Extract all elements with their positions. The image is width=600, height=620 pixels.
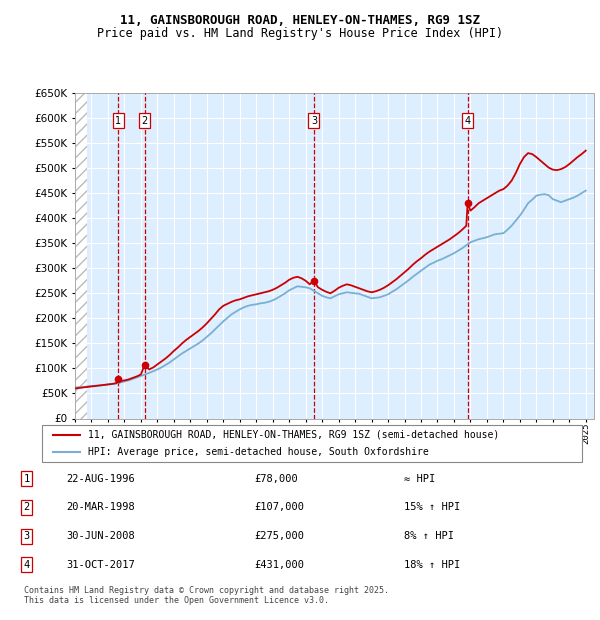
Text: 20-MAR-1998: 20-MAR-1998 bbox=[67, 502, 136, 513]
Text: £107,000: £107,000 bbox=[254, 502, 304, 513]
Text: 1: 1 bbox=[23, 474, 29, 484]
Text: 3: 3 bbox=[23, 531, 29, 541]
Text: 11, GAINSBOROUGH ROAD, HENLEY-ON-THAMES, RG9 1SZ (semi-detached house): 11, GAINSBOROUGH ROAD, HENLEY-ON-THAMES,… bbox=[88, 430, 499, 440]
Text: 3: 3 bbox=[311, 115, 317, 125]
Text: 2: 2 bbox=[23, 502, 29, 513]
Text: 31-OCT-2017: 31-OCT-2017 bbox=[67, 560, 136, 570]
Text: HPI: Average price, semi-detached house, South Oxfordshire: HPI: Average price, semi-detached house,… bbox=[88, 447, 428, 457]
Text: 22-AUG-1996: 22-AUG-1996 bbox=[67, 474, 136, 484]
Text: 30-JUN-2008: 30-JUN-2008 bbox=[67, 531, 136, 541]
Text: Price paid vs. HM Land Registry's House Price Index (HPI): Price paid vs. HM Land Registry's House … bbox=[97, 27, 503, 40]
Text: 18% ↑ HPI: 18% ↑ HPI bbox=[404, 560, 460, 570]
Text: £431,000: £431,000 bbox=[254, 560, 304, 570]
Text: 15% ↑ HPI: 15% ↑ HPI bbox=[404, 502, 460, 513]
Text: £78,000: £78,000 bbox=[254, 474, 298, 484]
Text: 4: 4 bbox=[464, 115, 470, 125]
Bar bbox=[75, 93, 86, 418]
Text: Contains HM Land Registry data © Crown copyright and database right 2025.
This d: Contains HM Land Registry data © Crown c… bbox=[24, 586, 389, 605]
FancyBboxPatch shape bbox=[42, 425, 582, 462]
Text: ≈ HPI: ≈ HPI bbox=[404, 474, 435, 484]
Text: 11, GAINSBOROUGH ROAD, HENLEY-ON-THAMES, RG9 1SZ: 11, GAINSBOROUGH ROAD, HENLEY-ON-THAMES,… bbox=[120, 14, 480, 27]
Text: 8% ↑ HPI: 8% ↑ HPI bbox=[404, 531, 454, 541]
Text: £275,000: £275,000 bbox=[254, 531, 304, 541]
Text: 2: 2 bbox=[142, 115, 148, 125]
Text: 4: 4 bbox=[23, 560, 29, 570]
Text: 1: 1 bbox=[115, 115, 122, 125]
